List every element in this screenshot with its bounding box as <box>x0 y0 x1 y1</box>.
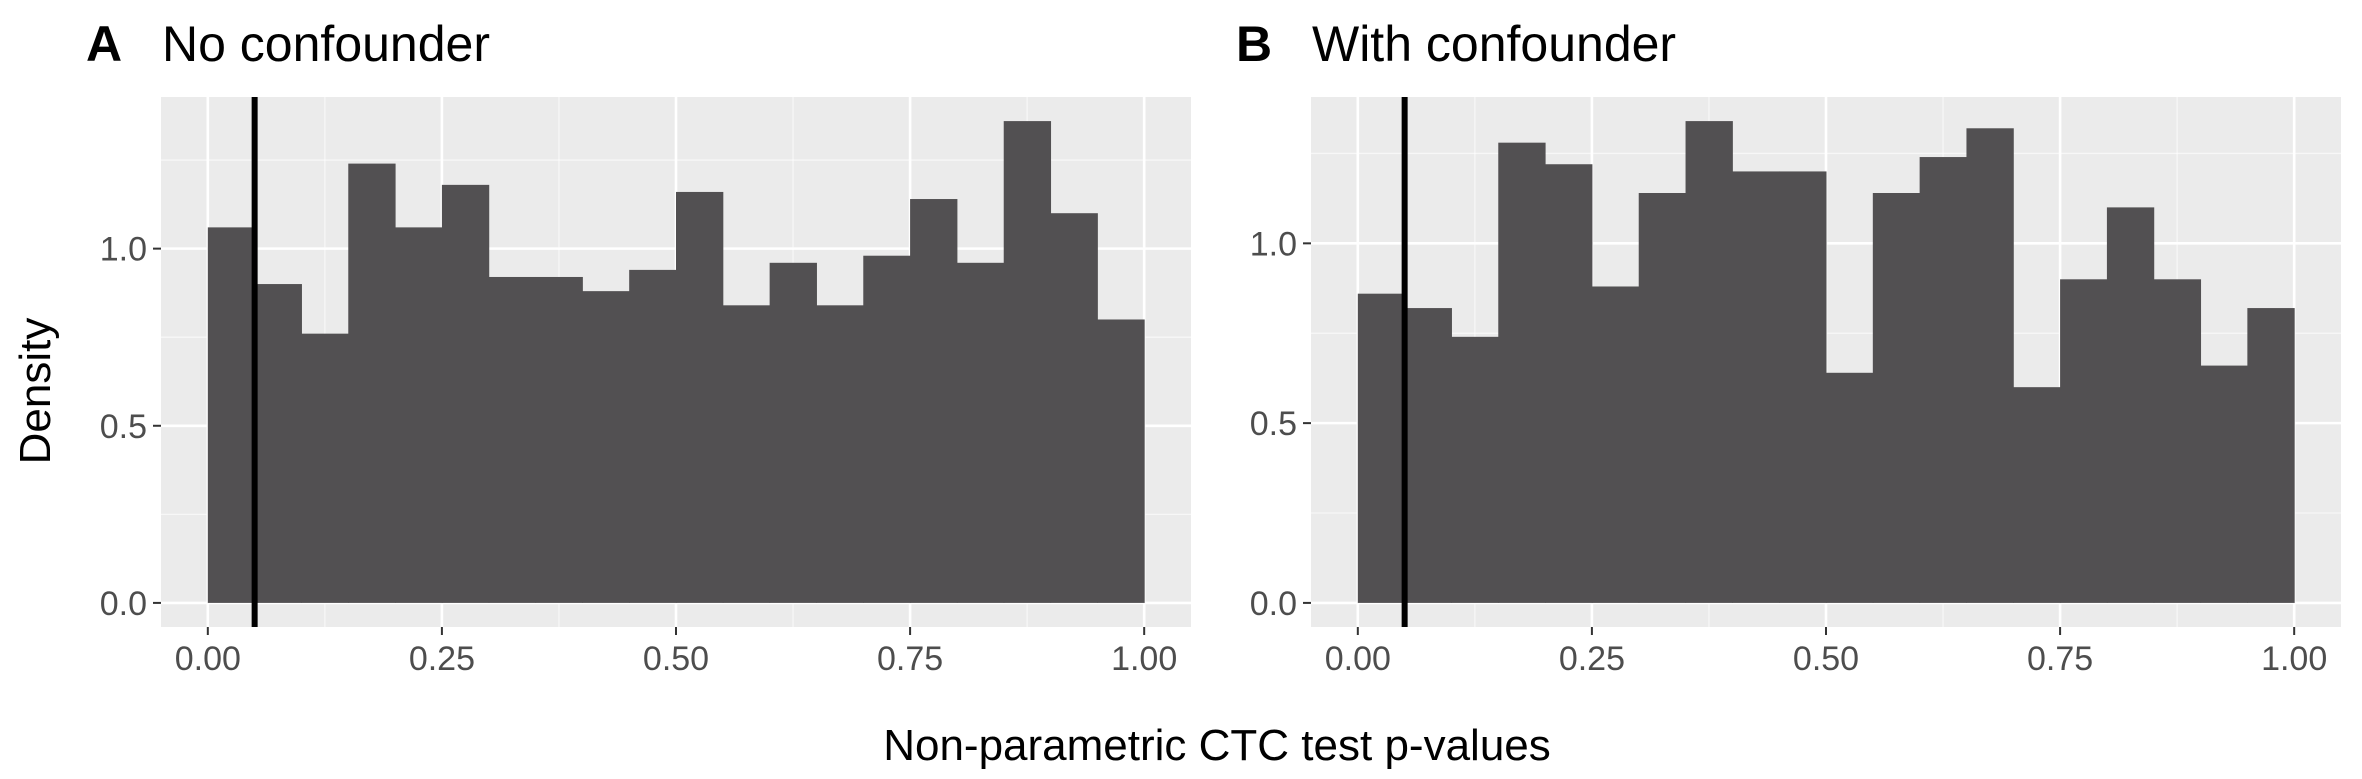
panel-b-bar <box>1966 128 2014 603</box>
panel-b-x-tick-label: 0.75 <box>2027 640 2093 678</box>
panel-b-bar <box>1545 164 1593 603</box>
panel-b-x-tick-label: 0.50 <box>1793 640 1859 678</box>
panel-b-x-tick-label: 0.25 <box>1559 640 1625 678</box>
panel-a-bar <box>207 227 256 603</box>
panel-a-bar <box>676 191 724 603</box>
panel-a-bar <box>863 255 911 603</box>
panel-a-bar <box>254 284 302 603</box>
panel-a-y-tick-label: 1.0 <box>100 231 147 269</box>
panel-b-letter: B <box>1236 16 1272 72</box>
panel-a-x-tick-label: 0.00 <box>175 640 241 678</box>
panel-a-bar <box>441 184 490 603</box>
panel-b-bar <box>2060 279 2108 603</box>
panel-a-bar <box>348 163 396 603</box>
panel-b-bar <box>1779 171 1827 603</box>
panel-a-bar <box>769 262 817 603</box>
panel-a-x-tick-label: 0.50 <box>643 640 709 678</box>
panel-b-x-tick-label: 0.00 <box>1325 640 1391 678</box>
panel-a-bar <box>956 262 1005 603</box>
panel-a-bar <box>1050 213 1098 603</box>
x-axis-title: Non-parametric CTC test p-values <box>883 721 1551 770</box>
panel-b-bar <box>1451 336 1499 603</box>
panel-b-bar <box>1919 157 1967 603</box>
panel-b-y-tick-label: 1.0 <box>1250 225 1297 263</box>
panel-b-bar <box>2153 279 2202 603</box>
panel-b-bar <box>1872 193 1921 603</box>
panel-b-y-tick-label: 0.5 <box>1250 405 1297 443</box>
panel-a-bar <box>1003 121 1052 603</box>
panel-a-bar <box>910 199 958 603</box>
panel-b-bar <box>2200 365 2248 603</box>
panel-a-title: No confounder <box>162 16 490 72</box>
panel-b-bar <box>1404 308 1452 603</box>
panel-b-bar <box>2247 308 2295 603</box>
panel-b-bar <box>2106 207 2155 603</box>
panel-a-y-tick-label: 0.5 <box>100 408 147 446</box>
panel-a-bar <box>488 276 537 603</box>
panel-b-bar <box>1357 293 1406 603</box>
panel-a-bar <box>629 269 677 603</box>
panel-a-letter: A <box>86 16 122 72</box>
panel-a-bar <box>722 305 771 603</box>
panel-b: B With confounder 0.00 0.25 0.50 0.75 1.000.… <box>1236 16 2341 678</box>
y-axis-title: Density <box>11 318 60 465</box>
panel-b-bar <box>1826 372 1874 603</box>
panel-b-bar <box>2013 387 2061 603</box>
panel-a-x-tick-label: 1.00 <box>1111 640 1177 678</box>
panel-a-x-tick-label: 0.25 <box>409 640 475 678</box>
panel-b-y-tick-label: 0.0 <box>1250 585 1297 623</box>
panel-b-bar <box>1498 142 1546 603</box>
panel-a-bar <box>301 333 349 603</box>
panel-a-plot: 0.00 0.25 0.50 0.75 1.00 0.0 0.5 1.0 <box>100 97 1191 678</box>
panel-a: A No confounder 0.00 0.25 0.50 0.75 1.000.00… <box>86 16 1191 678</box>
panel-a-x-tick-label: 0.75 <box>877 640 943 678</box>
panel-b-bar <box>1638 193 1687 603</box>
panel-b-plot: 0.00 0.25 0.50 0.75 1.00 0.0 0.5 1.0 <box>1250 97 2341 678</box>
panel-a-bar <box>582 291 630 603</box>
panel-b-title: With confounder <box>1312 16 1676 72</box>
panel-b-x-tick-label: 1.00 <box>2261 640 2327 678</box>
panel-b-bar <box>1591 286 1640 603</box>
panel-a-bar <box>535 276 583 603</box>
panel-b-bar <box>1732 171 1780 603</box>
panel-a-bar <box>816 305 864 603</box>
panel-a-y-tick-label: 0.0 <box>100 585 147 623</box>
panel-a-bar <box>395 227 443 603</box>
panel-b-bar <box>1685 121 1733 603</box>
panel-a-bar <box>1097 319 1145 603</box>
